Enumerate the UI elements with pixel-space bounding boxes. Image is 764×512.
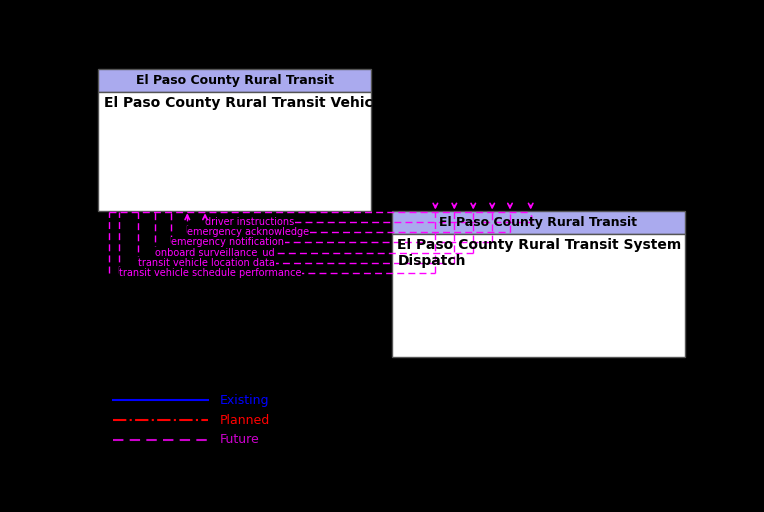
Text: transit vehicle location data: transit vehicle location data (138, 258, 275, 268)
Text: driver instructions: driver instructions (205, 217, 294, 227)
Text: El Paso County Rural Transit: El Paso County Rural Transit (439, 216, 637, 229)
Text: onboard surveillance_ud: onboard surveillance_ud (154, 247, 274, 258)
Text: Planned: Planned (220, 414, 270, 426)
Text: El Paso County Rural Transit Vehicles: El Paso County Rural Transit Vehicles (105, 96, 396, 110)
Text: Existing: Existing (220, 394, 270, 407)
Text: El Paso County Rural Transit System
Dispatch: El Paso County Rural Transit System Disp… (397, 238, 681, 268)
Bar (99, 69, 371, 92)
Text: emergency notification: emergency notification (171, 238, 284, 247)
Text: emergency acknowledge: emergency acknowledge (187, 227, 309, 237)
Bar (99, 92, 371, 211)
Text: Future: Future (220, 434, 260, 446)
Text: transit vehicle schedule performance: transit vehicle schedule performance (119, 268, 302, 278)
Bar (392, 234, 685, 357)
Text: El Paso County Rural Transit: El Paso County Rural Transit (136, 74, 334, 87)
Bar (392, 211, 685, 234)
